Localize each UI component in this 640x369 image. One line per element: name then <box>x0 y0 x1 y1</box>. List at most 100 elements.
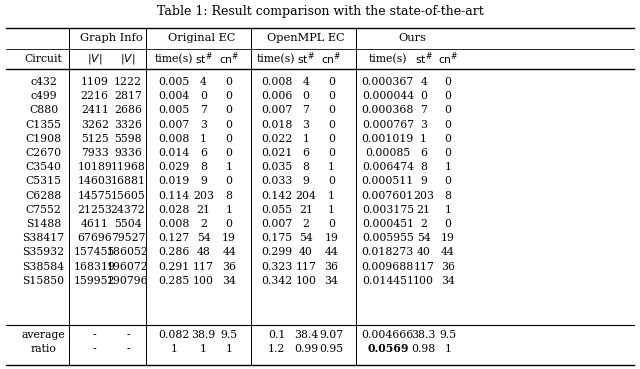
Text: 0: 0 <box>328 148 335 158</box>
Text: 0.006: 0.006 <box>260 91 292 101</box>
Text: 14603: 14603 <box>77 176 112 186</box>
Text: C3540: C3540 <box>26 162 61 172</box>
Text: 0.029: 0.029 <box>159 162 189 172</box>
Text: 1: 1 <box>420 134 427 144</box>
Text: 6: 6 <box>200 148 207 158</box>
Text: 0.299: 0.299 <box>261 247 292 258</box>
Text: 0.342: 0.342 <box>261 276 292 286</box>
Text: 24372: 24372 <box>111 205 145 215</box>
Text: 19: 19 <box>222 233 236 243</box>
Text: 0: 0 <box>226 120 232 130</box>
Text: 79527: 79527 <box>111 233 145 243</box>
Text: 67696: 67696 <box>77 233 112 243</box>
Text: S38584: S38584 <box>22 262 65 272</box>
Text: 0.000368: 0.000368 <box>362 105 414 115</box>
Text: 21: 21 <box>417 205 431 215</box>
Text: 8: 8 <box>420 162 427 172</box>
Text: 0.014451: 0.014451 <box>362 276 414 286</box>
Text: 44: 44 <box>222 247 236 258</box>
Text: 0.00085: 0.00085 <box>365 148 410 158</box>
Text: $\mathrm{cn}^{\#}$: $\mathrm{cn}^{\#}$ <box>321 51 342 67</box>
Text: C2670: C2670 <box>26 148 61 158</box>
Text: 203: 203 <box>193 190 214 201</box>
Text: 10189: 10189 <box>77 162 112 172</box>
Text: 0: 0 <box>445 148 451 158</box>
Text: c432: c432 <box>30 77 57 87</box>
Text: c499: c499 <box>30 91 57 101</box>
Text: time(s): time(s) <box>257 54 296 64</box>
Text: 0: 0 <box>226 77 232 87</box>
Text: 0.95: 0.95 <box>319 344 344 354</box>
Text: 36: 36 <box>441 262 455 272</box>
Text: 6: 6 <box>303 148 309 158</box>
Text: -: - <box>126 344 130 354</box>
Text: 0: 0 <box>445 219 451 229</box>
Text: 8: 8 <box>226 190 232 201</box>
Text: 0.007601: 0.007601 <box>362 190 414 201</box>
Text: 38.3: 38.3 <box>412 330 436 340</box>
Text: 0: 0 <box>226 176 232 186</box>
Text: 0: 0 <box>200 91 207 101</box>
Text: 0.0569: 0.0569 <box>367 343 408 354</box>
Text: 1: 1 <box>303 134 309 144</box>
Text: 1: 1 <box>226 162 232 172</box>
Text: 54: 54 <box>299 233 313 243</box>
Text: 0: 0 <box>226 134 232 144</box>
Text: 0.004: 0.004 <box>159 91 189 101</box>
Text: 0.004666: 0.004666 <box>362 330 414 340</box>
Text: 14575: 14575 <box>77 190 112 201</box>
Text: 204: 204 <box>296 190 316 201</box>
Text: 0.1: 0.1 <box>268 330 285 340</box>
Text: 100: 100 <box>296 276 316 286</box>
Text: 0.001019: 0.001019 <box>362 134 414 144</box>
Text: 0.035: 0.035 <box>261 162 292 172</box>
Text: 0.114: 0.114 <box>159 190 189 201</box>
Text: 9: 9 <box>303 176 309 186</box>
Text: $\mathrm{cn}^{\#}$: $\mathrm{cn}^{\#}$ <box>219 51 239 67</box>
Text: -: - <box>93 330 97 340</box>
Text: Original EC: Original EC <box>168 33 236 44</box>
Text: 0.033: 0.033 <box>260 176 292 186</box>
Text: 0.007: 0.007 <box>159 120 189 130</box>
Text: 3262: 3262 <box>81 120 109 130</box>
Text: 0.008: 0.008 <box>158 219 190 229</box>
Text: 117: 117 <box>193 262 214 272</box>
Text: 1: 1 <box>171 344 177 354</box>
Text: 8: 8 <box>445 190 451 201</box>
Text: OpenMPL EC: OpenMPL EC <box>267 33 345 44</box>
Text: 9.5: 9.5 <box>221 330 237 340</box>
Text: 40: 40 <box>417 247 431 258</box>
Text: 0.008: 0.008 <box>158 134 190 144</box>
Text: 0.028: 0.028 <box>158 205 190 215</box>
Text: 0: 0 <box>226 219 232 229</box>
Text: 0: 0 <box>445 91 451 101</box>
Text: Circuit: Circuit <box>25 54 62 64</box>
Text: -: - <box>93 344 97 354</box>
Text: 0.175: 0.175 <box>261 233 292 243</box>
Text: 7: 7 <box>200 105 207 115</box>
Text: 9: 9 <box>420 176 427 186</box>
Text: 16881: 16881 <box>111 176 145 186</box>
Text: 44: 44 <box>324 247 339 258</box>
Text: 54: 54 <box>196 233 211 243</box>
Text: $|V|$: $|V|$ <box>120 52 136 66</box>
Text: time(s): time(s) <box>155 54 193 64</box>
Text: 11968: 11968 <box>111 162 145 172</box>
Text: 34: 34 <box>222 276 236 286</box>
Text: 0.006474: 0.006474 <box>362 162 414 172</box>
Text: 7: 7 <box>303 105 309 115</box>
Text: 1.2: 1.2 <box>268 344 285 354</box>
Text: 0: 0 <box>226 148 232 158</box>
Text: 1: 1 <box>200 344 207 354</box>
Text: 54: 54 <box>417 233 431 243</box>
Text: 0.005: 0.005 <box>159 77 189 87</box>
Text: 7: 7 <box>420 105 427 115</box>
Text: 168319: 168319 <box>74 262 116 272</box>
Text: 40: 40 <box>299 247 313 258</box>
Text: 0.142: 0.142 <box>261 190 292 201</box>
Text: 34: 34 <box>324 276 339 286</box>
Text: 0.286: 0.286 <box>158 247 190 258</box>
Text: C5315: C5315 <box>26 176 61 186</box>
Text: time(s): time(s) <box>369 54 407 64</box>
Text: 36: 36 <box>324 262 339 272</box>
